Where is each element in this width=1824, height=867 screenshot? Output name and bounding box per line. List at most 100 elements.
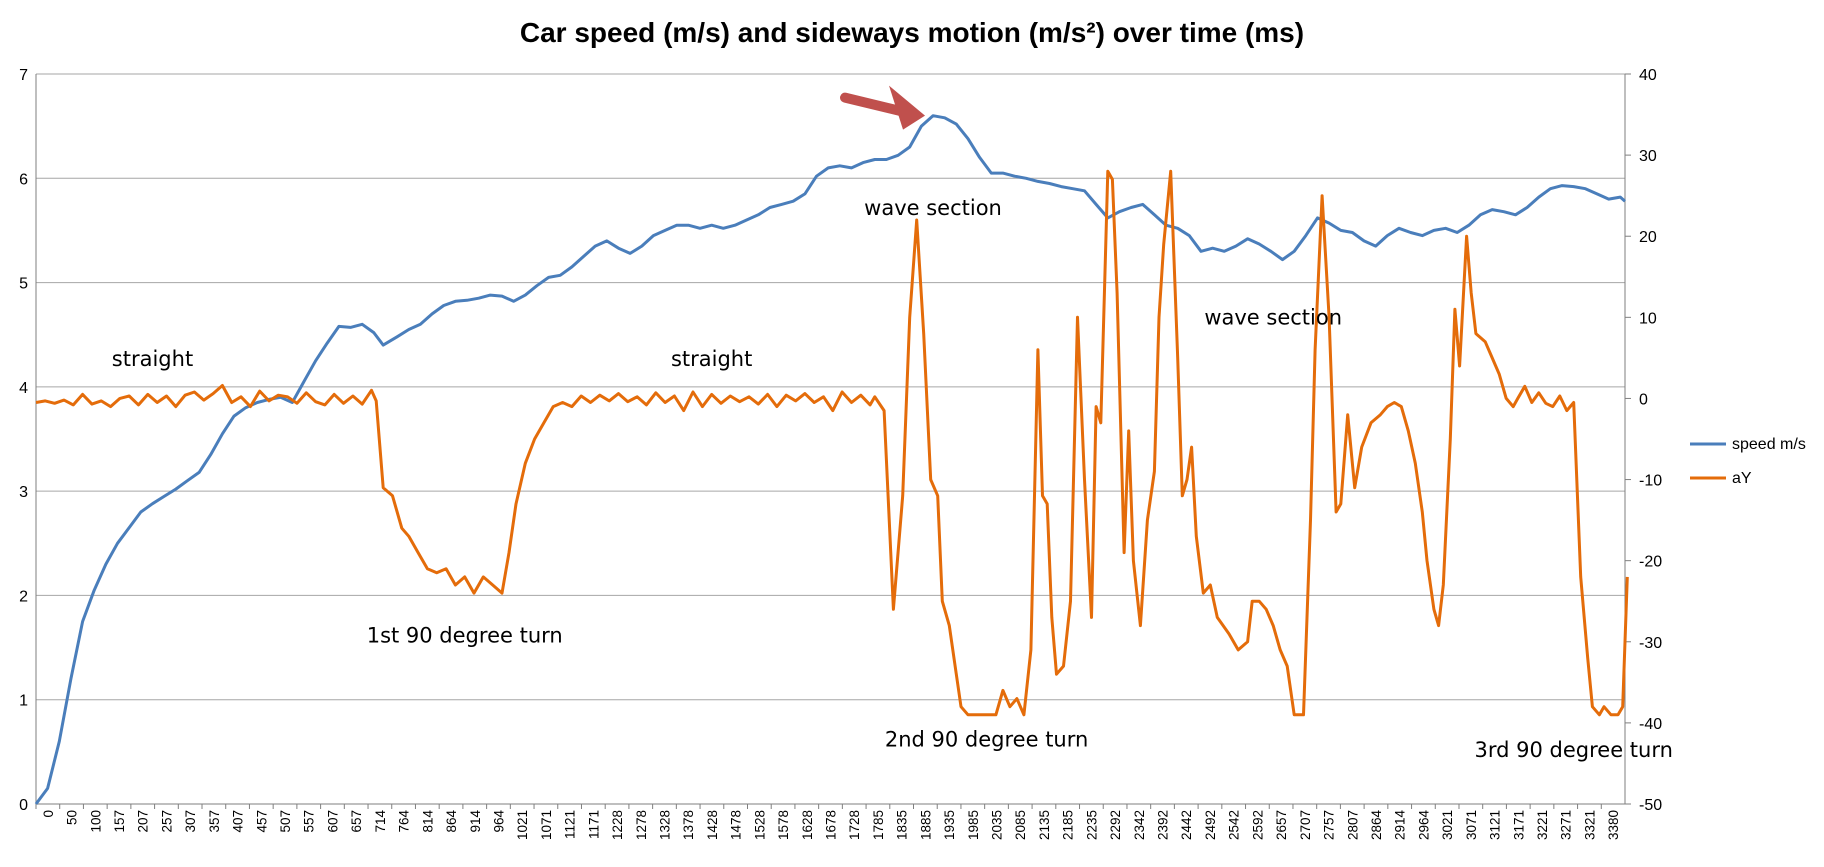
annotation-label: 1st 90 degree turn [367, 623, 563, 647]
x-tick-label: 607 [325, 810, 340, 833]
x-tick-label: 2235 [1084, 810, 1099, 840]
x-tick-label: 2492 [1203, 810, 1218, 840]
x-tick-label: 50 [65, 810, 80, 825]
x-tick-label: 1885 [918, 810, 933, 840]
x-tick-label: 2657 [1274, 810, 1289, 840]
x-tick-label: 3321 [1582, 810, 1597, 840]
x-tick-label: 2035 [990, 810, 1005, 840]
x-tick-label: 507 [278, 810, 293, 833]
x-tick-label: 1528 [752, 810, 767, 840]
x-tick-label: 3071 [1464, 810, 1479, 840]
x-tick-label: 2707 [1298, 810, 1313, 840]
x-tick-label: 1835 [895, 810, 910, 840]
x-tick-label: 2442 [1179, 810, 1194, 840]
x-tick-label: 1628 [800, 810, 815, 840]
x-tick-label: 1021 [515, 810, 530, 840]
x-tick-label: 1071 [539, 810, 554, 840]
x-tick-label: 1478 [729, 810, 744, 840]
legend-label: speed m/s [1732, 436, 1806, 453]
x-tick-label: 3021 [1440, 810, 1455, 840]
y-right-tick-label: -50 [1639, 797, 1662, 814]
x-tick-label: 357 [207, 810, 222, 833]
x-tick-label: 2964 [1416, 810, 1431, 841]
x-tick-label: 2757 [1322, 810, 1337, 840]
x-tick-label: 2085 [1013, 810, 1028, 840]
y-right-tick-label: -20 [1639, 554, 1662, 571]
x-tick-label: 3171 [1511, 810, 1526, 840]
x-tick-label: 2864 [1369, 810, 1384, 841]
x-tick-label: 1228 [610, 810, 625, 840]
annotation-label: wave section [1204, 305, 1342, 329]
x-tick-label: 157 [112, 810, 127, 833]
x-tick-label: 207 [136, 810, 151, 833]
x-tick-label: 1935 [942, 810, 957, 840]
annotation-label: 3rd 90 degree turn [1475, 738, 1673, 762]
x-tick-label: 2292 [1108, 810, 1123, 840]
x-tick-label: 2914 [1393, 810, 1408, 841]
peak-arrow-head [889, 85, 926, 130]
y-left-tick-label: 2 [19, 588, 28, 605]
y-right-tick-label: -30 [1639, 635, 1662, 652]
x-tick-label: 1785 [871, 810, 886, 840]
x-tick-label: 2392 [1156, 810, 1171, 840]
y-right-tick-label: 0 [1639, 391, 1648, 408]
x-tick-label: 457 [254, 810, 269, 833]
y-right-tick-label: 30 [1639, 148, 1657, 165]
x-tick-label: 1328 [657, 810, 672, 840]
y-left-tick-label: 0 [19, 797, 28, 814]
y-right-tick-label: 40 [1639, 67, 1657, 84]
x-tick-label: 864 [444, 810, 459, 833]
y-right-tick-label: 10 [1639, 310, 1657, 327]
x-tick-label: 1278 [634, 810, 649, 840]
axes: 0 1 2 3 4 5 6 7 -50 -40 -30 -20 -10 0 10 20 30 40 0 50 100 15… [19, 67, 1662, 840]
y-left-tick-label: 3 [19, 484, 28, 501]
peak-arrow-shaft [840, 92, 909, 117]
y-right-tick-label: -40 [1639, 716, 1662, 733]
x-tick-label: 657 [349, 810, 364, 833]
speed-series-line [34, 114, 1626, 805]
x-tick-label: 714 [373, 810, 388, 833]
x-tick-label: 1378 [681, 810, 696, 840]
x-tick-label: 2542 [1227, 810, 1242, 840]
x-tick-label: 307 [183, 810, 198, 833]
x-tick-label: 2807 [1345, 810, 1360, 840]
x-tick-label: 3271 [1559, 810, 1574, 840]
annotation-label: wave section [864, 196, 1002, 220]
y-right-tick-label: 20 [1639, 229, 1657, 246]
y-left-tick-label: 4 [19, 380, 28, 397]
series-lines [34, 114, 1629, 805]
x-tick-label: 814 [420, 810, 435, 833]
chart-title: Car speed (m/s) and sideways motion (m/s… [520, 17, 1304, 48]
y-left-tick-label: 5 [19, 276, 28, 293]
x-tick-label: 557 [302, 810, 317, 833]
x-tick-label: 3121 [1488, 810, 1503, 840]
x-tick-label: 2342 [1132, 810, 1147, 840]
y-right-tick-label: -10 [1639, 473, 1662, 490]
x-tick-label: 1428 [705, 810, 720, 840]
x-tick-label: 1121 [563, 810, 578, 839]
x-tick-label: 2135 [1037, 810, 1052, 840]
legend: speed m/s aY [1690, 436, 1806, 487]
x-tick-label: 2592 [1250, 810, 1265, 840]
x-tick-label: 1678 [824, 810, 839, 840]
x-tick-label: 764 [397, 810, 412, 833]
x-tick-label: 1728 [847, 810, 862, 840]
gridlines [36, 73, 1625, 805]
y-left-tick-label: 1 [19, 693, 28, 710]
ay-series-line [35, 169, 1629, 717]
x-tick-label: 100 [88, 810, 103, 833]
x-tick-label: 1578 [776, 810, 791, 840]
legend-label: aY [1732, 470, 1752, 487]
x-tick-label: 407 [231, 810, 246, 833]
y-left-tick-label: 7 [19, 67, 28, 84]
x-tick-label: 0 [41, 810, 56, 818]
x-tick-label: 3221 [1535, 810, 1550, 840]
x-tick-label: 3380 [1606, 810, 1621, 840]
annotation-label: straight [112, 347, 193, 371]
y-left-tick-label: 6 [19, 171, 28, 188]
annotation-label: 2nd 90 degree turn [885, 728, 1088, 752]
x-tick-label: 2185 [1061, 810, 1076, 840]
x-tick-label: 964 [491, 810, 506, 833]
x-tick-label: 1985 [966, 810, 981, 840]
